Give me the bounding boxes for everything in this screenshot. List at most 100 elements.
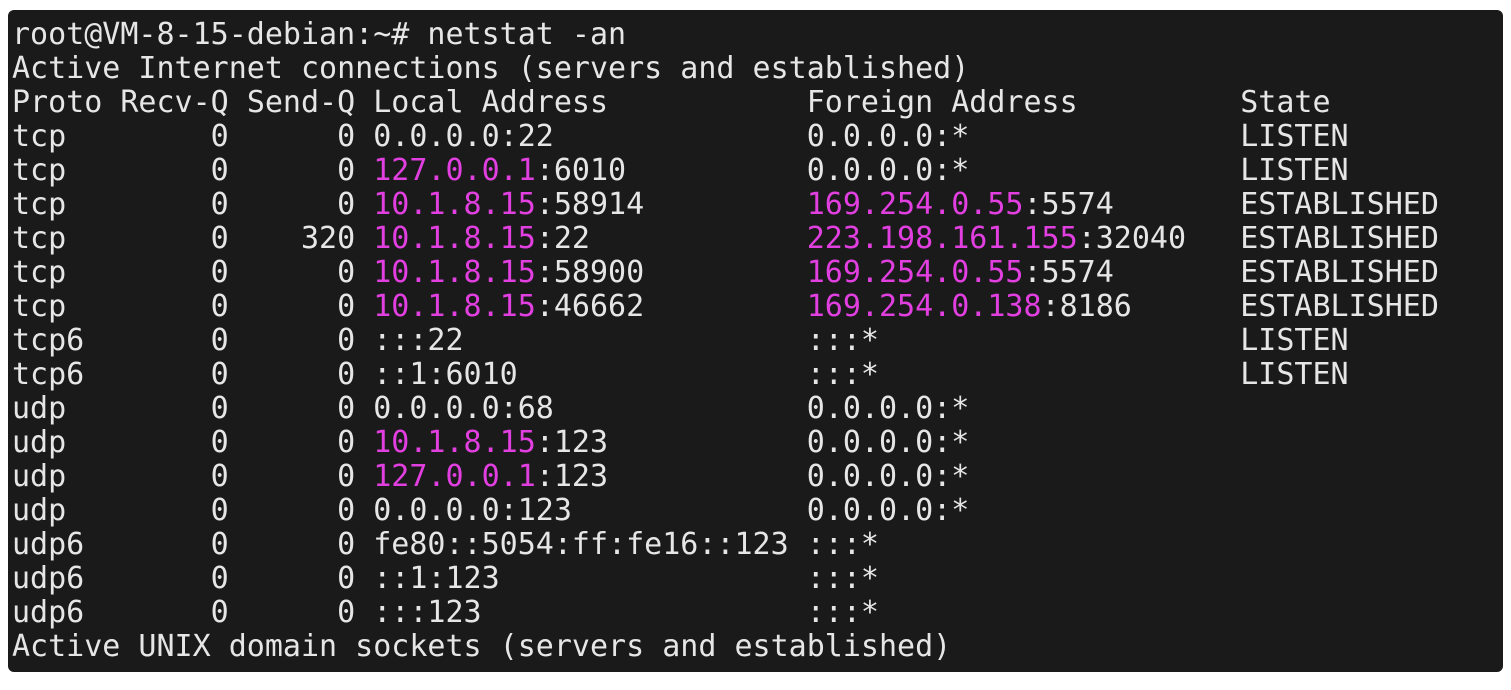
prompt: root@VM-8-15-debian:~# [12,17,428,52]
local-ip: 10.1.8.15 [373,289,536,324]
foreign-port: :* [933,425,1241,460]
recv-q: 0 [120,459,247,494]
connection-row: tcp 0 0 10.1.8.15:46662 169.254.0.138:81… [12,290,1439,324]
state: ESTABLISHED [1240,187,1439,222]
connection-row: tcp 0 0 10.1.8.15:58914 169.254.0.55:557… [12,188,1439,222]
local-port: :123 [427,561,807,596]
local-ip: ::1 [373,561,428,596]
local-ip: 10.1.8.15 [373,425,536,460]
foreign-ip: 0.0.0.0 [806,153,934,188]
foreign-port: :* [842,595,1241,630]
foreign-ip: :: [806,561,843,596]
local-ip: 0.0.0.0 [373,391,500,426]
local-port: :123 [499,493,807,528]
send-q: 0 [246,425,374,460]
connection-row: tcp 0 0 0.0.0.0:22 0.0.0.0:* LISTEN [12,120,1439,154]
foreign-port: :* [933,119,1241,154]
foreign-ip: 169.254.0.55 [806,255,1024,290]
recv-q: 0 [120,527,247,562]
proto: tcp [12,255,121,290]
foreign-port: :8186 [1041,289,1241,324]
foreign-port: :* [842,561,1241,596]
terminal-window[interactable]: root@VM-8-15-debian:~# netstat -an Activ… [8,10,1503,672]
recv-q: 0 [120,221,247,256]
local-port: :58914 [535,187,807,222]
foreign-ip: 0.0.0.0 [806,119,934,154]
command-line: root@VM-8-15-debian:~# netstat -an [12,18,1439,52]
recv-q: 0 [120,119,247,154]
header-proto: Proto [12,85,121,120]
foreign-port: :* [933,391,1241,426]
proto: udp [12,493,121,528]
connection-row: udp 0 0 0.0.0.0:68 0.0.0.0:* [12,392,1439,426]
header-local-address: Local Address [373,85,807,120]
foreign-port: :5574 [1023,255,1241,290]
foreign-port: :* [933,153,1241,188]
recv-q: 0 [120,561,247,596]
send-q: 0 [246,561,374,596]
local-port: :22 [535,221,807,256]
state: LISTEN [1240,357,1349,392]
recv-q: 0 [120,391,247,426]
connection-rows: tcp 0 0 0.0.0.0:22 0.0.0.0:* LISTEN tcp 0… [12,120,1439,630]
local-ip: 10.1.8.15 [373,255,536,290]
foreign-ip: 0.0.0.0 [806,493,934,528]
send-q: 0 [246,391,374,426]
connection-row: udp6 0 0 fe80::5054:ff:fe16::123 :::* [12,528,1439,562]
terminal-output: root@VM-8-15-debian:~# netstat -an Activ… [12,18,1439,664]
send-q: 0 [246,289,374,324]
local-ip: :: [373,323,410,358]
send-q: 0 [246,323,374,358]
recv-q: 0 [120,323,247,358]
local-port: :46662 [535,289,807,324]
command: netstat -an [427,17,627,52]
connection-row: udp6 0 0 :::123 :::* [12,596,1439,630]
local-ip: 0.0.0.0 [373,119,500,154]
recv-q: 0 [120,425,247,460]
foreign-port: :32040 [1077,221,1241,256]
foreign-ip: 169.254.0.138 [806,289,1042,324]
recv-q: 0 [120,357,247,392]
local-ip: ::1 [373,357,428,392]
state: ESTABLISHED [1240,289,1439,324]
foreign-ip: 0.0.0.0 [806,459,934,494]
foreign-ip: :: [806,527,843,562]
local-ip: 127.0.0.1 [373,459,536,494]
foreign-port: :5574 [1023,187,1241,222]
foreign-port: :* [842,527,1241,562]
local-port: :22 [499,119,807,154]
send-q: 0 [246,153,374,188]
connection-row: udp 0 0 10.1.8.15:123 0.0.0.0:* [12,426,1439,460]
send-q: 0 [246,119,374,154]
recv-q: 0 [120,595,247,630]
foreign-port: :* [933,459,1241,494]
send-q: 0 [246,187,374,222]
foreign-ip: 169.254.0.55 [806,187,1024,222]
proto: tcp [12,289,121,324]
local-ip: fe80::5054:ff:fe16: [373,527,717,562]
connection-row: tcp 0 0 127.0.0.1:6010 0.0.0.0:* LISTEN [12,154,1439,188]
foreign-port: :* [842,357,1241,392]
foreign-port: :* [842,323,1241,358]
section-heading-internet: Active Internet connections (servers and… [12,51,970,86]
proto: udp6 [12,595,121,630]
local-port: :123 [409,595,807,630]
state: LISTEN [1240,323,1349,358]
recv-q: 0 [120,187,247,222]
foreign-port: :* [933,493,1241,528]
send-q: 0 [246,459,374,494]
connection-row: tcp 0 0 10.1.8.15:58900 169.254.0.55:557… [12,256,1439,290]
recv-q: 0 [120,289,247,324]
send-q: 0 [246,527,374,562]
local-ip: 127.0.0.1 [373,153,536,188]
proto: tcp [12,187,121,222]
local-port: :123 [716,527,807,562]
connection-row: udp 0 0 127.0.0.1:123 0.0.0.0:* [12,460,1439,494]
recv-q: 0 [120,255,247,290]
header-sendq: Send-Q [246,85,374,120]
proto: udp [12,391,121,426]
header-state: State [1240,85,1331,120]
connection-row: tcp6 0 0 :::22 :::* LISTEN [12,324,1439,358]
foreign-ip: :: [806,595,843,630]
connection-row: udp6 0 0 ::1:123 :::* [12,562,1439,596]
